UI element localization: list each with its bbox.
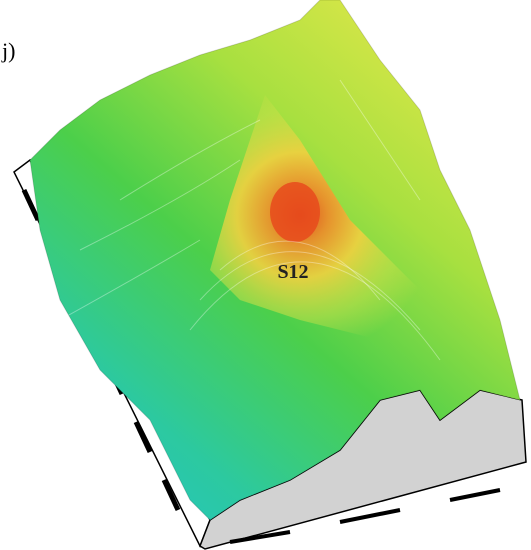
- site-label: S12: [277, 261, 308, 283]
- panel-label: j): [1, 38, 15, 63]
- figure: j) S12: [0, 0, 531, 550]
